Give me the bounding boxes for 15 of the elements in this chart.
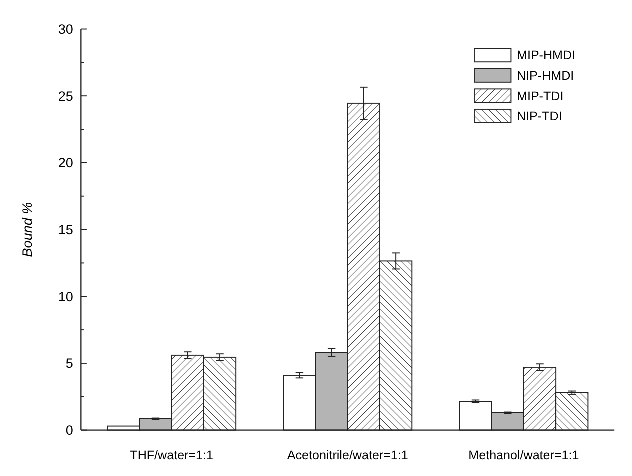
x-tick-label: Methanol/water=1:1 <box>468 448 580 462</box>
x-tick-label: Acetonitrile/water=1:1 <box>287 448 408 462</box>
legend-label: MIP-HMDI <box>517 48 576 63</box>
y-tick-label: 30 <box>58 22 74 37</box>
y-tick-label: 5 <box>66 356 74 372</box>
legend-label: MIP-TDI <box>517 89 564 104</box>
y-tick-label: 20 <box>58 156 74 171</box>
y-tick-label: 15 <box>58 222 74 238</box>
y-tick-label: 0 <box>66 423 74 438</box>
y-tick-label: 25 <box>58 88 74 104</box>
y-tick-label: 10 <box>58 289 74 304</box>
legend-label: NIP-HMDI <box>517 69 574 84</box>
x-tick-label: THF/water=1:1 <box>130 448 214 462</box>
y-axis-title: Bound % <box>20 202 35 258</box>
legend-label: NIP-TDI <box>517 110 562 124</box>
